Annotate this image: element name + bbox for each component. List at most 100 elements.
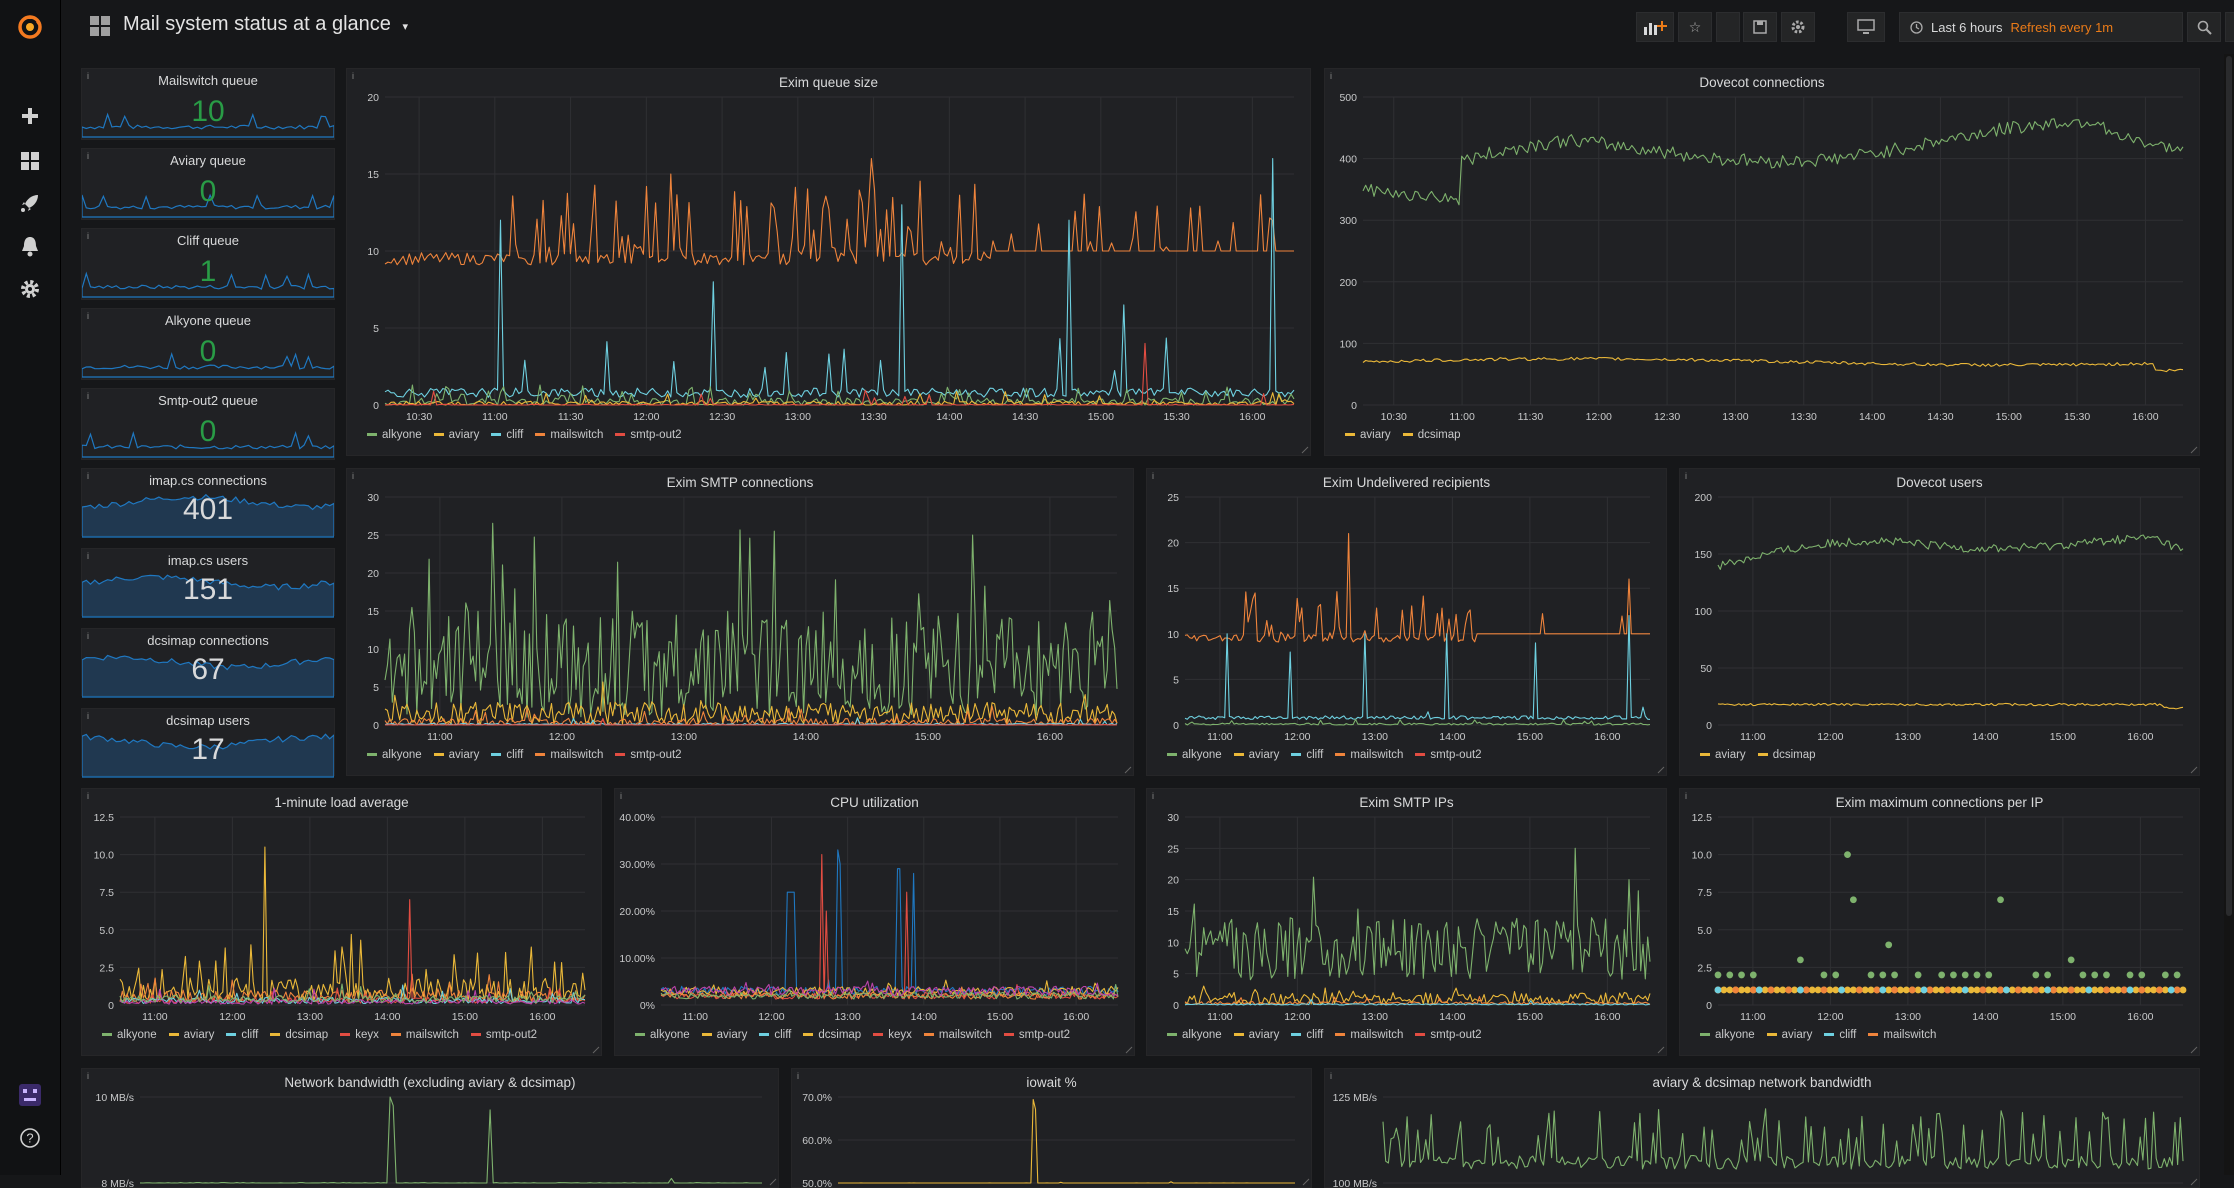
singlestat-panel[interactable]: i imap.cs users 151 [81,548,335,618]
graph-canvas[interactable]: 25 20 15 10 5 0 11:00 12:00 13:00 14:00 15:00 16:00 [1147,469,1666,775]
share-button[interactable] [1716,12,1740,42]
dashboard-title[interactable]: Mail system status at a glance ▾ [123,13,408,36]
singlestat-panel[interactable]: i Smtp-out2 queue 0 [81,388,335,460]
add-panel-button[interactable] [1636,12,1674,42]
panel-info-icon[interactable]: i [87,1071,89,1081]
legend-item[interactable]: dcsimap [270,1029,328,1041]
panel-title[interactable]: aviary & dcsimap network bandwidth [1652,1075,1872,1090]
avatar-icon[interactable] [15,1080,45,1110]
graph-canvas[interactable]: 20 15 10 5 0 10:30 11:00 11:30 12:00 12:30 13:00 13… [347,69,1310,455]
singlestat-title[interactable]: imap.cs users [167,553,249,568]
panel-info-icon[interactable]: i [1152,471,1154,481]
rocket-icon[interactable] [15,188,45,218]
graph-canvas[interactable]: 200 150 100 50 0 11:00 12:00 13:00 14:00 15:00 16:… [1680,469,2199,775]
panel-title[interactable]: Exim maximum connections per IP [1835,795,2044,810]
panel-info-icon[interactable]: i [87,311,89,321]
legend-item[interactable]: cliff [226,1029,258,1041]
panel-info-icon[interactable]: i [1152,791,1154,801]
exim-max-connections-panel[interactable]: i Exim maximum connections per IP 12.5 10.0… [1679,788,2200,1056]
panel-title[interactable]: CPU utilization [830,795,919,810]
panel-info-icon[interactable]: i [87,151,89,161]
singlestat-title[interactable]: Smtp-out2 queue [158,393,258,408]
legend-item[interactable]: cliff [1291,749,1323,761]
singlestat-panel[interactable]: i Cliff queue 1 [81,228,335,300]
panel-info-icon[interactable]: i [87,71,89,81]
graph-canvas[interactable]: 10 MB/s 8 MB/s [82,1069,778,1187]
legend-item[interactable]: dcsimap [1757,749,1816,761]
singlestat-panel[interactable]: i Alkyone queue 0 [81,308,335,380]
panel-info-icon[interactable]: i [1685,791,1687,801]
panel-info-icon[interactable]: i [87,711,89,721]
legend-item[interactable]: smtp-out2 [1415,1029,1482,1041]
settings-button[interactable] [1781,12,1815,42]
star-button[interactable]: ☆ [1678,12,1712,42]
singlestat-panel[interactable]: i Aviary queue 0 [81,148,335,220]
dovecot-users-panel[interactable]: i Dovecot users 200 150 100 50 0 11:00 12:00 13:0… [1679,468,2200,776]
legend-item[interactable]: alkyone [1167,1029,1222,1041]
singlestat-panel[interactable]: i dcsimap connections 67 [81,628,335,698]
legend-item[interactable]: keyx [340,1029,379,1041]
legend-item[interactable]: aviary [168,1029,214,1041]
save-button[interactable] [1743,12,1777,42]
exim-smtp-connections-panel[interactable]: i Exim SMTP connections 30 25 20 15 10 5 0 11:00 1… [346,468,1134,776]
panel-info-icon[interactable]: i [87,551,89,561]
legend-item[interactable]: aviary [1700,749,1746,761]
panel-info-icon[interactable]: i [1330,71,1332,81]
panel-title[interactable]: Exim Undelivered recipients [1322,475,1491,490]
legend-item[interactable]: smtp-out2 [470,1029,537,1041]
zoom-out-button[interactable] [2187,12,2221,42]
legend-item[interactable]: alkyone [367,429,422,441]
panel-title[interactable]: Network bandwidth (excluding aviary & dc… [284,1075,576,1090]
question-icon[interactable]: ? [15,1123,45,1153]
graph-canvas[interactable]: 12.5 10.0 7.5 5.0 2.5 0 11:00 12:00 13:00 14:00 15… [1680,789,2199,1055]
legend-item[interactable]: alkyone [102,1029,157,1041]
singlestat-panel[interactable]: i dcsimap users 17 [81,708,335,778]
legend-item[interactable]: dcsimap [1402,429,1461,441]
panel-info-icon[interactable]: i [620,791,622,801]
legend-item[interactable]: smtp-out2 [615,749,682,761]
panel-title[interactable]: Exim SMTP IPs [1359,795,1454,810]
graph-canvas[interactable]: 40.00% 30.00% 20.00% 10.00% 0% 11:00 12:00 13:0… [615,789,1134,1055]
legend-item[interactable]: smtp-out2 [1003,1029,1070,1041]
legend-item[interactable]: mailswitch [535,749,603,761]
singlestat-panel[interactable]: i imap.cs connections 401 [81,468,335,538]
grafana-logo-icon[interactable] [15,12,45,42]
legend-item[interactable]: aviary [701,1029,747,1041]
dashboard-grid-icon[interactable] [89,15,111,37]
panel-info-icon[interactable]: i [87,391,89,401]
aviary-dcsimap-bandwidth-panel[interactable]: i aviary & dcsimap network bandwidth 125 M… [1324,1068,2200,1188]
time-picker[interactable]: Last 6 hours Refresh every 1m [1899,12,2183,42]
singlestat-title[interactable]: imap.cs connections [149,473,267,488]
legend-item[interactable]: cliff [1824,1029,1856,1041]
grid-icon[interactable] [15,146,45,176]
legend-item[interactable]: alkyone [635,1029,690,1041]
legend-item[interactable]: dcsimap [803,1029,861,1041]
graph-canvas[interactable]: 30 25 20 15 10 5 0 11:00 12:00 13:00 14:00 15:00 16:… [1147,789,1666,1055]
legend-item[interactable]: smtp-out2 [615,429,682,441]
legend-item[interactable]: keyx [873,1029,912,1041]
panel-info-icon[interactable]: i [352,471,354,481]
panel-info-icon[interactable]: i [87,471,89,481]
panel-title[interactable]: Exim queue size [778,75,879,90]
singlestat-title[interactable]: dcsimap connections [147,633,269,648]
legend-item[interactable]: alkyone [1167,749,1222,761]
legend-item[interactable]: smtp-out2 [1415,749,1482,761]
legend-item[interactable]: mailswitch [923,1029,992,1041]
tv-mode-button[interactable] [1847,12,1885,42]
exim-undelivered-recipients-panel[interactable]: i Exim Undelivered recipients 25 20 15 10 5 0 11… [1146,468,1667,776]
graph-canvas[interactable]: 70.0% 60.0% 50.0% [792,1069,1311,1187]
legend-item[interactable]: aviary [1233,1029,1279,1041]
legend-item[interactable]: alkyone [367,749,422,761]
bell-icon[interactable] [15,231,45,261]
panel-info-icon[interactable]: i [87,631,89,641]
gear-icon[interactable] [15,274,45,304]
panel-info-icon[interactable]: i [87,791,89,801]
legend-item[interactable]: cliff [759,1029,791,1041]
legend-item[interactable]: mailswitch [535,429,603,441]
exim-queue-size-panel[interactable]: i Exim queue size 20 15 10 5 0 10:30 11:00 11:30 1… [346,68,1311,456]
singlestat-title[interactable]: Mailswitch queue [158,73,258,88]
panel-info-icon[interactable]: i [1685,471,1687,481]
panel-info-icon[interactable]: i [1330,1071,1332,1081]
legend-item[interactable]: cliff [491,429,523,441]
graph-canvas[interactable]: 12.5 10.0 7.5 5.0 2.5 0 11:00 12:00 13:00 14:00 15… [82,789,601,1055]
